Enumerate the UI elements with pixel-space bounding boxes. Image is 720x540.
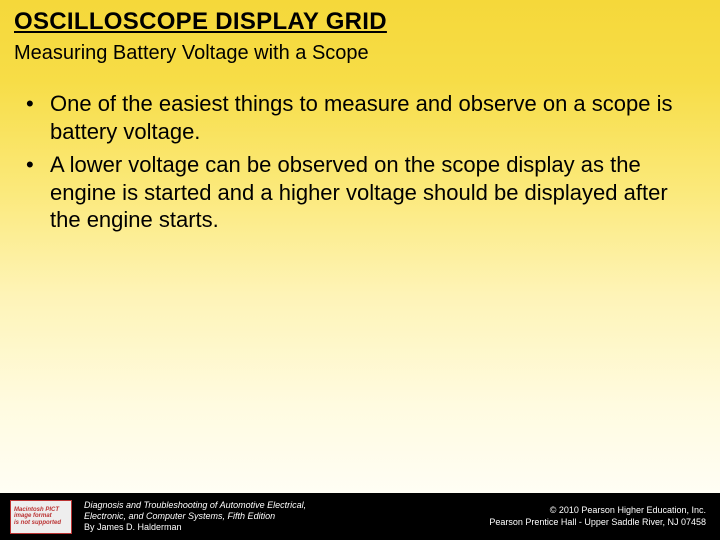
- icon-text-line: is not supported: [14, 520, 61, 527]
- slide-body: One of the easiest things to measure and…: [22, 90, 696, 240]
- slide-subtitle: Measuring Battery Voltage with a Scope: [14, 42, 369, 65]
- bullet-item: A lower voltage can be observed on the s…: [22, 151, 696, 234]
- slide-title: OSCILLOSCOPE DISPLAY GRID: [14, 8, 387, 36]
- book-title-line: Diagnosis and Troubleshooting of Automot…: [84, 500, 306, 511]
- book-title-line: Electronic, and Computer Systems, Fifth …: [84, 511, 306, 522]
- copyright-line: © 2010 Pearson Higher Education, Inc.: [489, 505, 706, 516]
- copyright-line: Pearson Prentice Hall - Upper Saddle Riv…: [489, 517, 706, 528]
- book-author-line: By James D. Halderman: [84, 522, 306, 533]
- footer-copyright: © 2010 Pearson Higher Education, Inc. Pe…: [489, 505, 706, 528]
- icon-text-line: Macintosh PICT: [14, 507, 59, 514]
- slide: OSCILLOSCOPE DISPLAY GRID Measuring Batt…: [0, 0, 720, 540]
- footer-book-info: Diagnosis and Troubleshooting of Automot…: [84, 500, 306, 534]
- bullet-item: One of the easiest things to measure and…: [22, 90, 696, 145]
- icon-text-line: image format: [14, 513, 52, 520]
- bullet-list: One of the easiest things to measure and…: [22, 90, 696, 234]
- missing-image-icon: Macintosh PICT image format is not suppo…: [10, 500, 72, 534]
- slide-footer: Macintosh PICT image format is not suppo…: [0, 493, 720, 540]
